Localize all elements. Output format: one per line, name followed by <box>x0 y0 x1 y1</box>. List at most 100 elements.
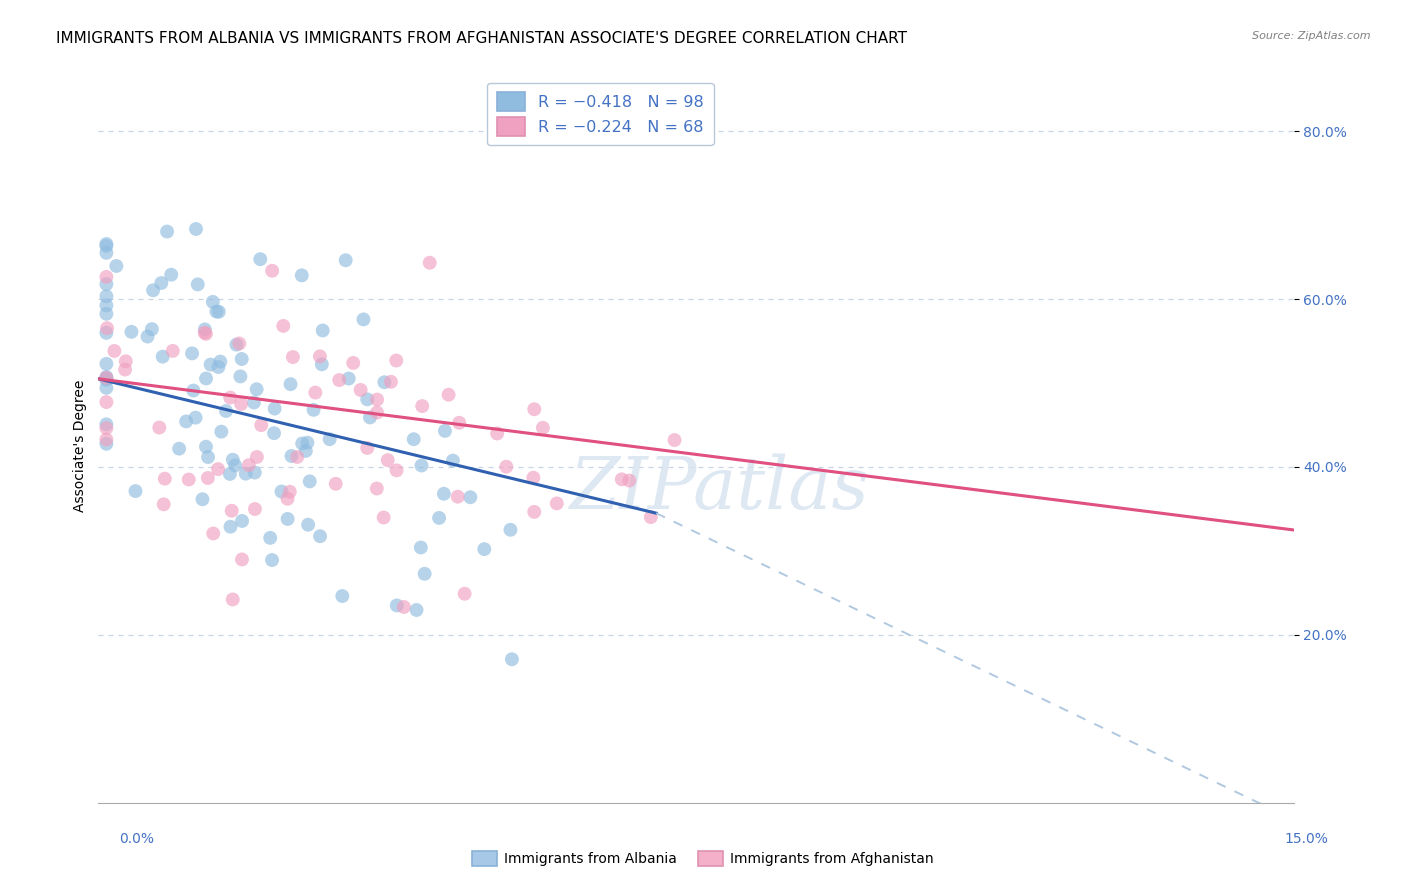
Point <box>250 418 273 433</box>
Point <box>96 357 118 371</box>
Point <box>486 426 509 441</box>
Point <box>238 458 260 473</box>
Point <box>501 652 523 666</box>
Point <box>150 276 173 290</box>
Point <box>96 321 118 335</box>
Point <box>342 356 364 370</box>
Point <box>160 268 183 282</box>
Point <box>447 490 470 504</box>
Point <box>337 371 360 385</box>
Point <box>243 466 266 480</box>
Point <box>184 410 207 425</box>
Point <box>246 382 269 396</box>
Point <box>499 523 522 537</box>
Point <box>263 426 285 441</box>
Point <box>664 433 686 447</box>
Point <box>522 471 544 485</box>
Point <box>231 552 253 566</box>
Legend: Immigrants from Albania, Immigrants from Afghanistan: Immigrants from Albania, Immigrants from… <box>467 846 939 871</box>
Point <box>295 443 318 458</box>
Point <box>312 323 335 337</box>
Point <box>219 467 242 481</box>
Point <box>96 371 118 385</box>
Point <box>152 350 174 364</box>
Point <box>231 397 253 411</box>
Point <box>262 264 284 278</box>
Point <box>200 358 222 372</box>
Point <box>385 353 408 368</box>
Point <box>453 587 475 601</box>
Point <box>302 402 325 417</box>
Text: IMMIGRANTS FROM ALBANIA VS IMMIGRANTS FROM AFGHANISTAN ASSOCIATE'S DEGREE CORREL: IMMIGRANTS FROM ALBANIA VS IMMIGRANTS FR… <box>56 31 907 46</box>
Point <box>96 437 118 451</box>
Point <box>298 475 321 489</box>
Point <box>280 377 302 392</box>
Point <box>366 482 388 496</box>
Point <box>433 424 456 438</box>
Point <box>120 325 142 339</box>
Point <box>291 436 314 450</box>
Point <box>318 432 340 446</box>
Point <box>195 371 218 385</box>
Point <box>523 402 546 417</box>
Point <box>162 343 184 358</box>
Point <box>243 395 266 409</box>
Point <box>96 326 118 340</box>
Point <box>259 531 281 545</box>
Point <box>202 526 225 541</box>
Point <box>194 440 217 454</box>
Point <box>243 502 266 516</box>
Point <box>209 354 232 368</box>
Point <box>291 268 314 283</box>
Point <box>96 289 118 303</box>
Point <box>174 414 197 428</box>
Point <box>427 511 450 525</box>
Point <box>263 401 285 416</box>
Point <box>201 294 224 309</box>
Point <box>96 381 118 395</box>
Point <box>249 252 271 267</box>
Point <box>328 373 350 387</box>
Point <box>96 277 118 292</box>
Point <box>366 392 388 407</box>
Point <box>546 496 568 510</box>
Point <box>385 463 408 477</box>
Point <box>141 322 163 336</box>
Point <box>472 542 495 557</box>
Point <box>181 346 204 360</box>
Text: 0.0%: 0.0% <box>120 832 155 846</box>
Point <box>96 433 118 447</box>
Point <box>114 362 136 376</box>
Point <box>105 259 128 273</box>
Point <box>309 349 332 363</box>
Point <box>304 385 326 400</box>
Point <box>373 510 395 524</box>
Point <box>437 388 460 402</box>
Point <box>191 492 214 507</box>
Point <box>271 318 294 333</box>
Point <box>359 410 381 425</box>
Point <box>246 450 269 464</box>
Point <box>531 421 554 435</box>
Point <box>330 589 353 603</box>
Text: ZIPatlas: ZIPatlas <box>569 453 870 524</box>
Legend: R = −0.418   N = 98, R = −0.224   N = 68: R = −0.418 N = 98, R = −0.224 N = 68 <box>486 83 714 145</box>
Point <box>215 404 238 418</box>
Point <box>231 514 253 528</box>
Point <box>276 491 298 506</box>
Point <box>222 592 245 607</box>
Point <box>619 474 641 488</box>
Point <box>96 237 118 252</box>
Point <box>136 329 159 343</box>
Point <box>152 497 174 511</box>
Point <box>177 473 200 487</box>
Point <box>207 359 229 374</box>
Point <box>433 487 456 501</box>
Point <box>523 505 546 519</box>
Point <box>197 450 219 464</box>
Point <box>270 484 292 499</box>
Point <box>373 376 395 390</box>
Point <box>377 453 399 467</box>
Point <box>335 253 357 268</box>
Point <box>281 350 304 364</box>
